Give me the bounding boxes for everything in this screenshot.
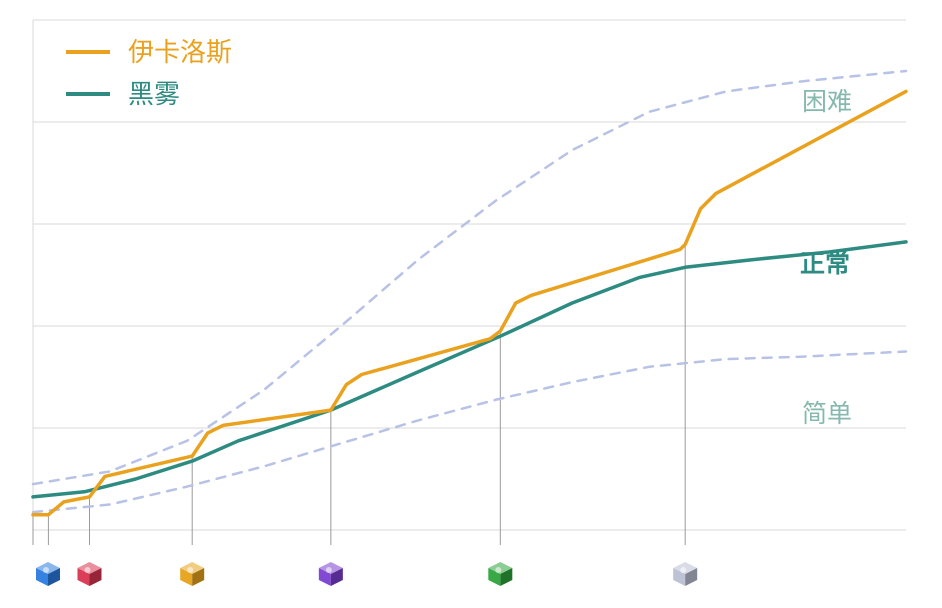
red-matrix-cube-icon	[77, 562, 102, 586]
series-line-icarus	[31, 89, 908, 517]
series-line-blackmist	[31, 240, 908, 499]
matrix-marker-lines	[32, 244, 686, 545]
series-line-easy-zone	[31, 350, 908, 514]
matrix-cube-icons	[36, 562, 698, 586]
white-matrix-cube-icon	[673, 562, 698, 586]
purple-matrix-cube-icon	[318, 562, 343, 586]
blue-matrix-cube-icon	[36, 562, 60, 586]
green-matrix-cube-icon	[488, 562, 513, 586]
yellow-matrix-cube-icon	[180, 562, 205, 586]
zone-label-easy: 简单	[802, 399, 852, 428]
grid-lines	[33, 19, 906, 531]
legend-label-icarus: 伊卡洛斯	[128, 38, 232, 68]
series-line-hard-zone	[31, 69, 908, 486]
series-layer	[31, 69, 908, 517]
zone-label-hard: 困难	[802, 87, 852, 116]
zone-label-normal: 正常	[800, 249, 850, 278]
legend: 伊卡洛斯 黑雾	[66, 38, 232, 110]
legend-label-blackmist: 黑雾	[128, 80, 180, 110]
